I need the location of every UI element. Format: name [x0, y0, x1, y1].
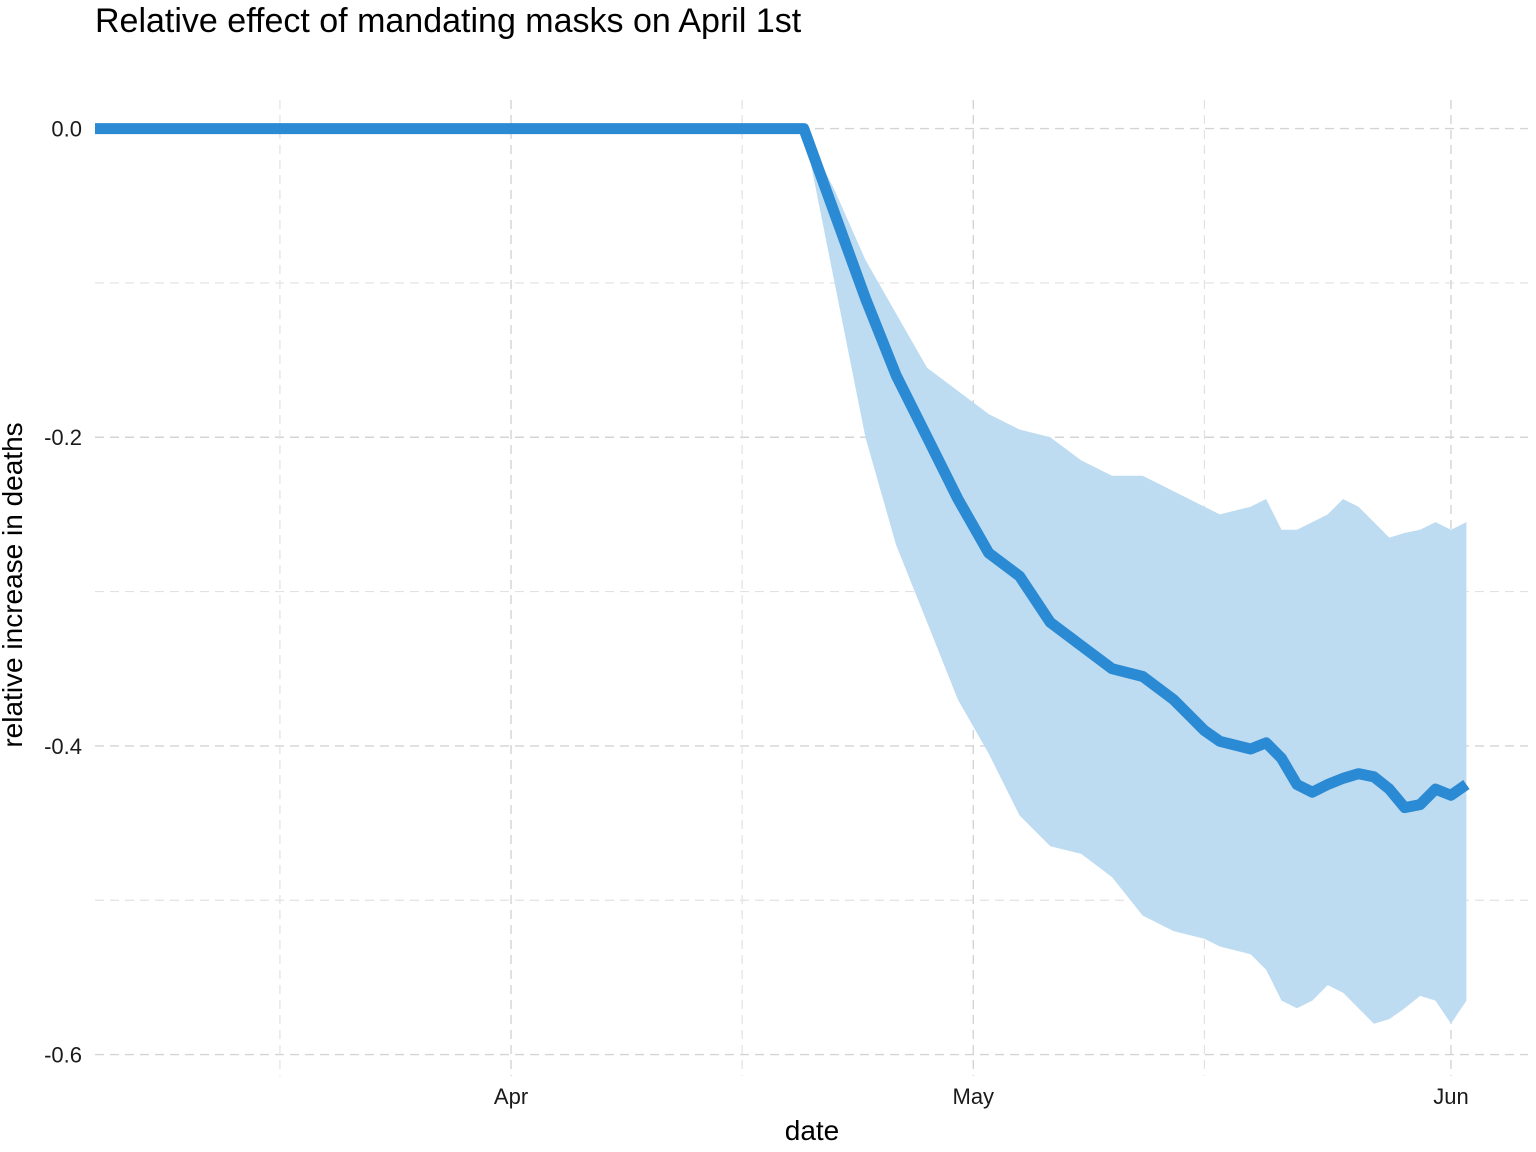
x-axis-tick-labels: Apr May Jun [494, 1084, 1469, 1109]
x-tick-label: Apr [494, 1084, 528, 1109]
x-axis-title: date [785, 1115, 840, 1146]
y-tick-label: -0.2 [44, 425, 82, 450]
y-tick-label: -0.4 [44, 734, 82, 759]
y-tick-label: 0.0 [51, 117, 82, 142]
y-axis-tick-labels: 0.0 -0.2 -0.4 -0.6 [44, 117, 82, 1068]
y-tick-label: -0.6 [44, 1043, 82, 1068]
x-tick-label: May [953, 1084, 995, 1109]
y-axis-title: relative increase in deaths [0, 422, 28, 747]
chart-title: Relative effect of mandating masks on Ap… [95, 2, 802, 40]
effect-line [95, 123, 1470, 814]
x-tick-label: Jun [1433, 1084, 1468, 1109]
confidence-band [95, 128, 1467, 1024]
